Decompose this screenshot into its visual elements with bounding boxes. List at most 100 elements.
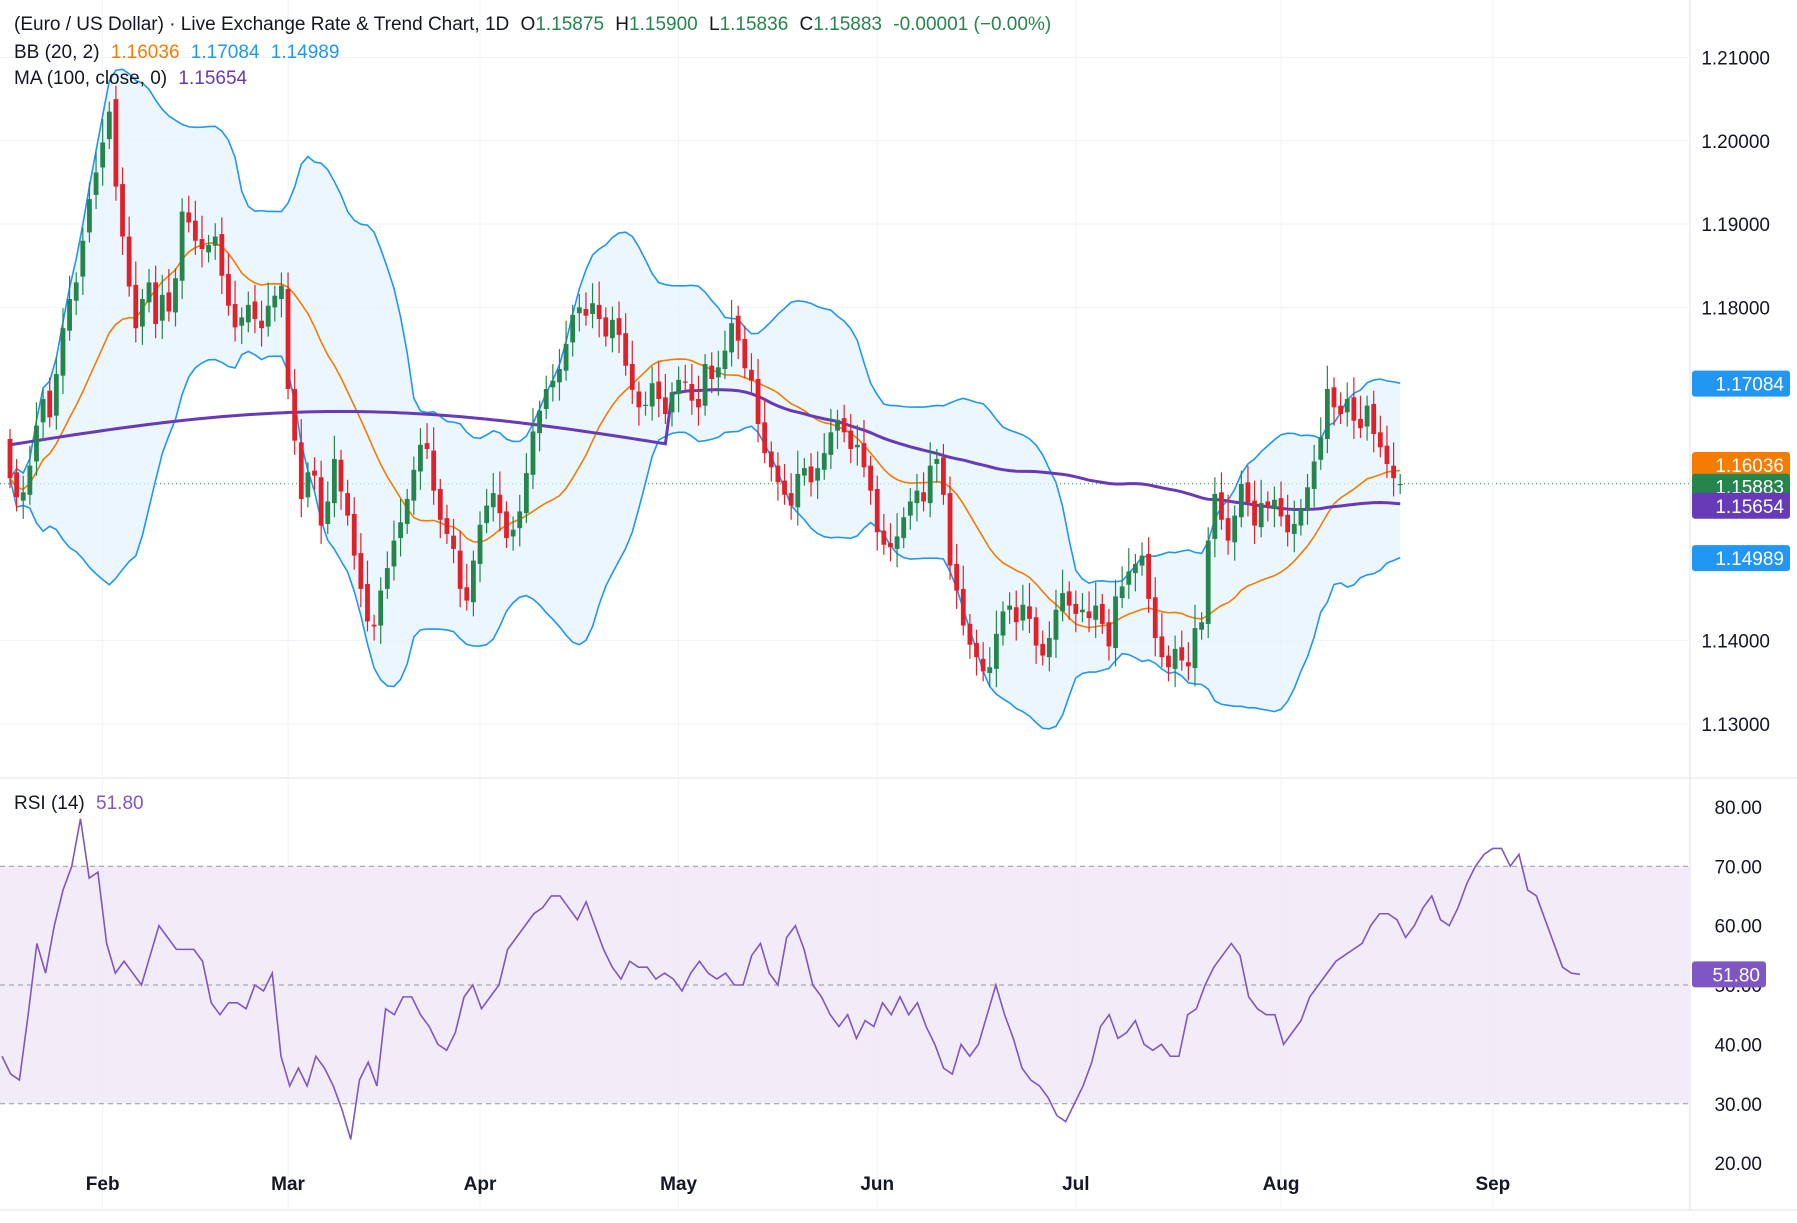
candle-body — [212, 236, 218, 246]
candle-body — [265, 305, 271, 327]
candle-body — [848, 430, 854, 449]
candle-body — [1040, 643, 1046, 656]
price-tick-label: 1.14000 — [1701, 632, 1770, 653]
candle-body — [252, 301, 258, 320]
legend-symbol-row: (Euro / US Dollar) · Live Exchange Rate … — [14, 14, 1057, 36]
candle-body — [715, 367, 721, 378]
candle-body — [881, 530, 887, 545]
candle-body — [775, 465, 781, 483]
candle-body — [808, 466, 814, 483]
legend-rsi-label: RSI (14) — [14, 793, 85, 814]
candle-body — [1391, 465, 1396, 479]
candle-body — [451, 535, 456, 549]
legend-high: H1.15900 — [615, 14, 698, 35]
time-tick-label: Jun — [860, 1174, 894, 1195]
candle-body — [424, 443, 430, 449]
candle-body — [510, 529, 516, 537]
candle-body — [1232, 515, 1238, 543]
candle-body — [285, 289, 291, 390]
candle-body — [1046, 638, 1052, 658]
candle-body — [1291, 523, 1297, 534]
candle-body — [1252, 500, 1257, 526]
legend-bb-label: BB (20, 2) — [14, 42, 100, 63]
candle-body — [603, 317, 609, 337]
candle-body — [497, 494, 503, 514]
candle-body — [821, 453, 827, 470]
candle-body — [854, 444, 860, 448]
candle-body — [146, 282, 152, 303]
candle-body — [93, 172, 99, 195]
candle-body — [709, 365, 715, 380]
candle-body — [590, 303, 595, 315]
candle-body — [14, 472, 20, 498]
candle-body — [735, 315, 741, 341]
legend-change: -0.00001 (−0.00%) — [893, 14, 1052, 35]
candle-body — [477, 524, 483, 564]
legend-symbol[interactable]: (Euro / US Dollar) · Live Exchange Rate … — [14, 14, 510, 35]
rsi-line — [1, 818, 1581, 1140]
candle-body — [1146, 553, 1152, 599]
candle-body — [1027, 606, 1032, 619]
candle-body — [696, 399, 701, 408]
candle-body — [517, 511, 523, 529]
candle-body — [312, 470, 317, 476]
candle-body — [471, 560, 476, 603]
candle-body — [87, 199, 92, 233]
candle-body — [835, 419, 840, 431]
price-tick-label: 1.20000 — [1701, 132, 1770, 153]
time-tick-label: May — [660, 1174, 697, 1195]
candle-body — [1179, 647, 1185, 661]
candle-body — [1033, 617, 1039, 646]
candle-body — [133, 284, 139, 329]
time-tick-label: Aug — [1263, 1174, 1300, 1195]
candle-body — [73, 282, 79, 301]
candle-body — [768, 451, 774, 468]
price-axis: 1.21000 1.20000 1.19000 1.18000 1.14000 1.130… — [1701, 48, 1770, 735]
candle-body — [1377, 432, 1383, 448]
candle-body — [894, 536, 900, 549]
candle-body — [318, 477, 324, 526]
rsi-tick-label: 70.00 — [1714, 857, 1762, 878]
candle-body — [629, 364, 635, 390]
candle-body — [279, 285, 284, 300]
legend-close: C1.15883 — [799, 14, 882, 35]
candle-body — [795, 473, 801, 508]
candlesticks — [7, 85, 1403, 688]
candle-body — [649, 383, 655, 407]
candle-body — [1093, 605, 1099, 620]
candle-body — [219, 234, 225, 276]
legend-rsi-row[interactable]: RSI (14) 51.80 — [14, 793, 150, 815]
candle-body — [742, 339, 748, 369]
candle-body — [398, 522, 403, 539]
candle-body — [550, 380, 556, 388]
candle-body — [1152, 597, 1158, 639]
candle-body — [987, 667, 993, 674]
candle-body — [166, 292, 172, 312]
rsi-tick-label: 80.00 — [1714, 798, 1762, 819]
candle-body — [1113, 596, 1118, 649]
candle-body — [1298, 508, 1304, 526]
candle-body — [941, 457, 946, 495]
candle-body — [40, 399, 46, 423]
candle-body — [60, 328, 66, 376]
price-tag-box — [1692, 492, 1790, 519]
candle-body — [1324, 389, 1330, 439]
candle-body — [437, 488, 443, 520]
candle-body — [371, 624, 377, 627]
candle-body — [1358, 418, 1363, 429]
rsi-panel — [0, 818, 1690, 1140]
rsi-tick-label: 40.00 — [1714, 1035, 1762, 1056]
price-tag-label: 1.14989 — [1715, 549, 1784, 570]
candle-body — [1066, 591, 1072, 606]
legend-ma-row[interactable]: MA (100, close, 0) 1.15654 — [14, 68, 253, 90]
candle-body — [298, 442, 304, 499]
candle-body — [199, 239, 205, 250]
candle-body — [1278, 498, 1284, 517]
legend-ma-label: MA (100, close, 0) — [14, 68, 168, 89]
time-axis: Feb Mar Apr May Jun Jul Aug Sep — [86, 1174, 1511, 1195]
candle-body — [34, 425, 39, 462]
legend-bb-row[interactable]: BB (20, 2) 1.16036 1.17084 1.14989 — [14, 42, 345, 64]
candle-body — [1053, 609, 1059, 640]
